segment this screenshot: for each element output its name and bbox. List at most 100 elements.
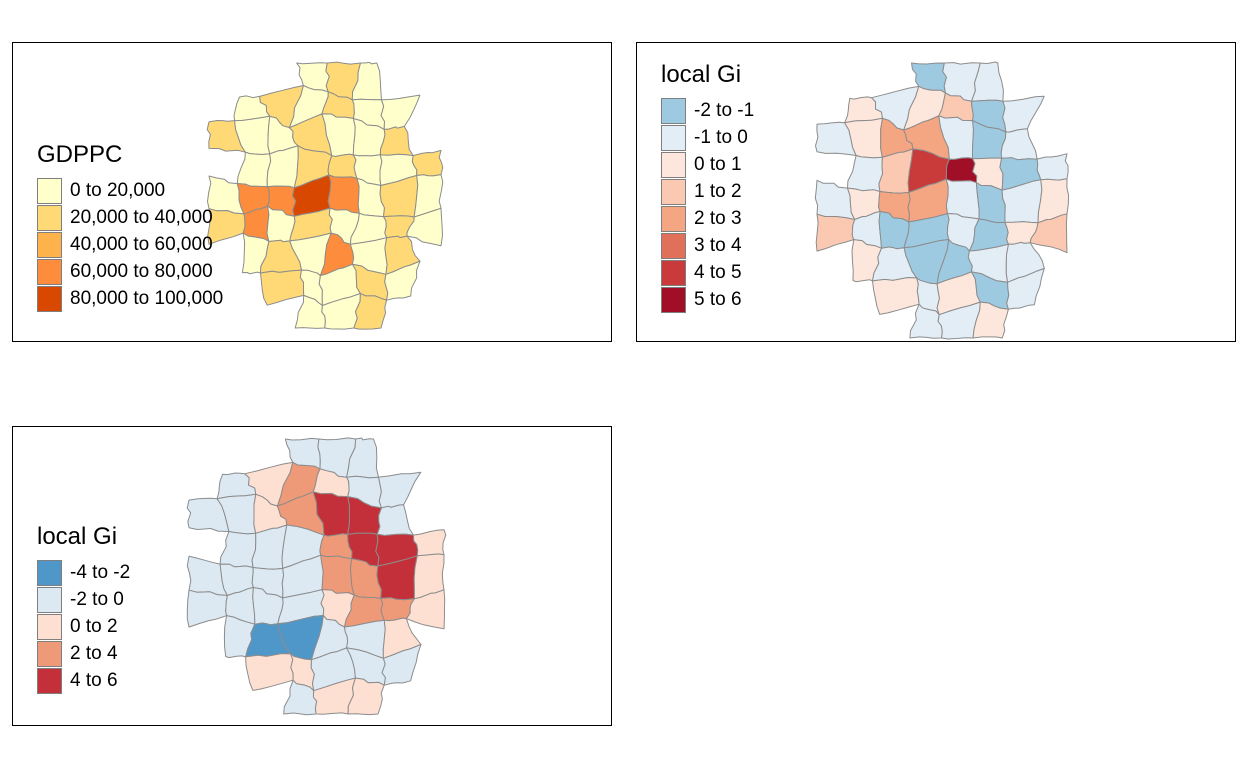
map-region <box>945 157 978 184</box>
map-region <box>376 504 414 536</box>
legend-swatch <box>37 177 62 204</box>
legend-swatch <box>661 232 686 259</box>
legend-label: 0 to 20,000 <box>70 179 166 201</box>
legend-rows: 0 to 20,000 20,000 to 40,000 40,000 to 60,… <box>37 177 223 312</box>
legend-swatch <box>37 204 62 231</box>
map-region <box>327 174 360 214</box>
gdppc-map-panel: GDPPC 0 to 20,000 20,000 to 40,000 40,000 … <box>12 42 612 342</box>
local-gi-map-1 <box>814 61 1070 340</box>
legend-label: -1 to 0 <box>694 126 748 148</box>
legend-item: -2 to -1 <box>661 97 754 124</box>
map-region <box>945 178 980 220</box>
legend-label: 1 to 2 <box>694 180 742 202</box>
legend-swatch <box>37 231 62 258</box>
legend-item: -2 to 0 <box>37 586 130 613</box>
legend-swatch <box>661 178 686 205</box>
legend-title: local Gi <box>37 523 118 550</box>
legend-item: 4 to 6 <box>37 667 130 694</box>
legend-item: 0 to 20,000 <box>37 177 223 204</box>
legend-rows: -2 to -1 -1 to 0 0 to 1 1 to 2 2 to 3 3 to 4 4… <box>661 97 754 313</box>
map-region <box>327 153 358 179</box>
legend-item: 40,000 to 60,000 <box>37 231 223 258</box>
legend-swatch <box>661 286 686 313</box>
legend-swatch <box>37 640 62 667</box>
legend-label: 60,000 to 80,000 <box>70 260 213 282</box>
local-gi-map-2 <box>186 437 447 716</box>
legend-label: 0 to 1 <box>694 153 742 175</box>
legend-swatch <box>37 285 62 312</box>
map-region <box>1002 95 1045 133</box>
legend-title: local Gi <box>661 61 742 88</box>
map-region <box>347 677 385 716</box>
map-region <box>406 589 446 630</box>
map-region <box>413 529 447 557</box>
map-region <box>353 293 388 330</box>
legend-item: 4 to 5 <box>661 259 754 286</box>
gdppc-legend: GDPPC 0 to 20,000 20,000 to 40,000 40,000 … <box>37 141 223 312</box>
legend-item: 60,000 to 80,000 <box>37 258 223 285</box>
legend-item: 2 to 4 <box>37 640 130 667</box>
local-gi-map-panel-1: local Gi -2 to -1 -1 to 0 0 to 1 1 to 2 2 to… <box>636 42 1236 342</box>
legend-swatch <box>37 586 62 613</box>
legend-item: 5 to 6 <box>661 286 754 313</box>
legend-label: 0 to 2 <box>70 615 118 637</box>
legend-item: 0 to 1 <box>661 151 754 178</box>
legend-swatch <box>661 124 686 151</box>
map-region <box>379 125 414 157</box>
local-gi-map-panel-2: local Gi -4 to -2 -2 to 0 0 to 2 2 to 4 4 to… <box>12 426 612 726</box>
map-region <box>320 554 355 596</box>
map-region <box>186 589 228 628</box>
legend-item: 20,000 to 40,000 <box>37 204 223 231</box>
legend-item: 2 to 3 <box>661 205 754 232</box>
map-region <box>1029 213 1068 254</box>
map-region <box>380 94 421 130</box>
legend-item: 3 to 4 <box>661 232 754 259</box>
legend-swatch <box>661 151 686 178</box>
legend-label: 2 to 4 <box>70 642 118 664</box>
legend-label: 20,000 to 40,000 <box>70 206 213 228</box>
map-region <box>236 151 272 188</box>
legend-item: 0 to 2 <box>37 613 130 640</box>
legend-swatch <box>661 259 686 286</box>
legend-swatch <box>37 613 62 640</box>
map-region <box>245 653 294 691</box>
legend-swatch <box>661 97 686 124</box>
map-region <box>384 260 421 301</box>
map-region <box>411 149 444 177</box>
map-region <box>381 644 422 686</box>
gdppc-map-regions <box>206 61 444 330</box>
legend-label: 3 to 4 <box>694 234 742 256</box>
map-region <box>872 277 920 315</box>
legend-label: -2 to 0 <box>70 588 124 610</box>
map-region <box>1036 153 1069 181</box>
legend-swatch <box>37 667 62 694</box>
map-region <box>406 207 443 247</box>
map-region <box>260 269 305 306</box>
legend-item: 1 to 2 <box>661 178 754 205</box>
legend-swatch <box>661 205 686 232</box>
legend-label: -2 to -1 <box>694 99 755 121</box>
legend-label: 80,000 to 100,000 <box>70 287 224 309</box>
legend-item: 80,000 to 100,000 <box>37 285 223 312</box>
local-gi-map-2-regions <box>186 437 447 716</box>
legend-title: GDPPC <box>37 141 123 168</box>
legend-label: 40,000 to 60,000 <box>70 233 213 255</box>
legend-label: -4 to -2 <box>70 561 131 583</box>
legend-label: 2 to 3 <box>694 207 742 229</box>
legend-label: 4 to 5 <box>694 261 742 283</box>
map-region <box>1006 268 1045 310</box>
local-gi-legend-1: local Gi -2 to -1 -1 to 0 0 to 1 1 to 2 2 to… <box>661 61 754 313</box>
map-region <box>847 155 884 192</box>
legend-rows: -4 to -2 -2 to 0 0 to 2 2 to 4 4 to 6 <box>37 559 130 694</box>
map-region <box>972 301 1009 339</box>
local-gi-map-1-regions <box>814 61 1070 340</box>
map-region <box>378 471 422 509</box>
legend-item: -1 to 0 <box>661 124 754 151</box>
map-region <box>219 531 257 568</box>
legend-label: 4 to 6 <box>70 669 118 691</box>
legend-label: 5 to 6 <box>694 288 742 310</box>
legend-item: -4 to -2 <box>37 559 130 586</box>
map-region <box>319 533 353 560</box>
gdppc-map <box>206 61 444 330</box>
local-gi-legend-2: local Gi -4 to -2 -2 to 0 0 to 2 2 to 4 4 to… <box>37 523 130 694</box>
